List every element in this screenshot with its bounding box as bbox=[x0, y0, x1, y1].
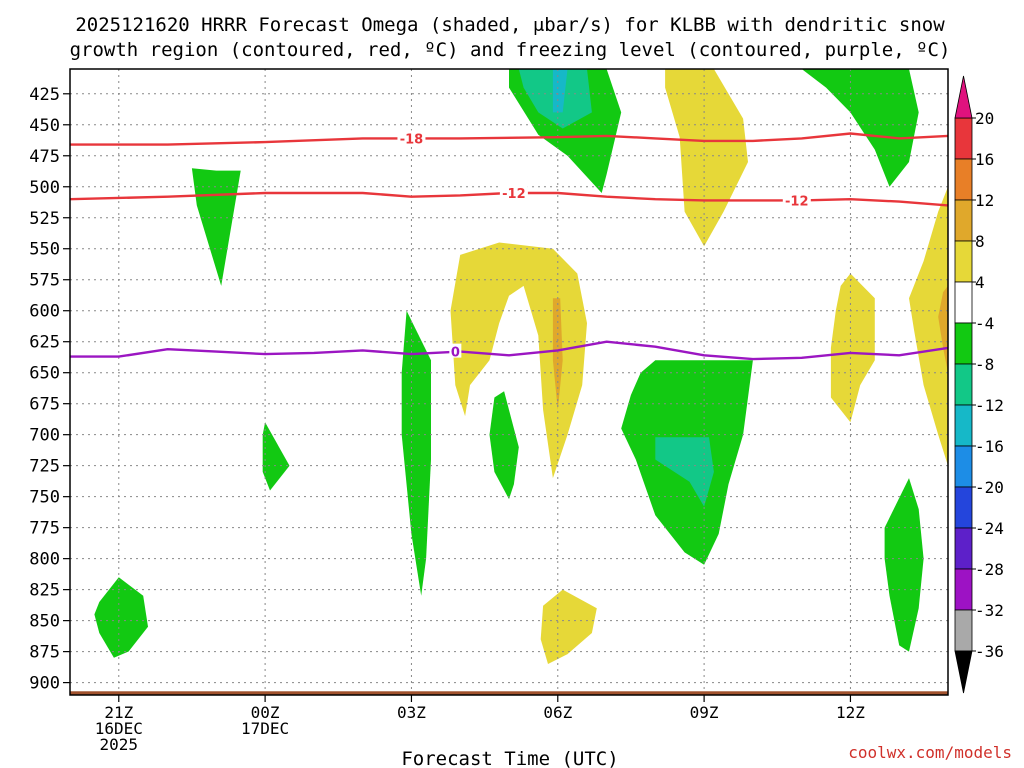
y-tick-label-625: 625 bbox=[29, 333, 60, 353]
colorbar-label--28: -28 bbox=[975, 560, 1004, 579]
colorbar-band-8-12 bbox=[954, 199, 973, 242]
isotherm-label--18: -18 bbox=[400, 132, 424, 147]
isotherm-label-bg--12-b bbox=[782, 192, 811, 207]
y-tick-label-900: 900 bbox=[29, 674, 60, 694]
isotherm-labels-layer: -18 -12 -12 0 bbox=[397, 130, 811, 361]
y-tick-label-575: 575 bbox=[29, 271, 60, 291]
isotherm-label-bg--18 bbox=[397, 130, 426, 145]
x-axis-label: Forecast Time (UTC) bbox=[401, 748, 618, 768]
colorbar-label-8: 8 bbox=[975, 232, 985, 251]
y-tick-label-475: 475 bbox=[29, 147, 60, 167]
y-tick-label-650: 650 bbox=[29, 364, 60, 384]
colorbar-band--8--4 bbox=[954, 322, 973, 365]
x-tick-label-21Z-1: 16DEC bbox=[95, 719, 143, 738]
colorbar-arrow-top bbox=[954, 75, 973, 119]
colorbar-arrow-bottom bbox=[954, 650, 973, 694]
credit-text: coolwx.com/models bbox=[848, 743, 1012, 762]
isotherm-line--12 bbox=[70, 191, 948, 207]
plot-frame bbox=[69, 68, 949, 696]
omega-region-orange-streak-mid bbox=[552, 298, 563, 410]
x-tick-label-03Z-0: 03Z bbox=[397, 703, 426, 722]
y-tick-label-750: 750 bbox=[29, 488, 60, 508]
x-tick-label-12Z-0: 12Z bbox=[836, 703, 865, 722]
colorbar-band--36--32 bbox=[954, 609, 973, 652]
colorbar-label--8: -8 bbox=[975, 355, 994, 374]
colorbar-band--12--8 bbox=[954, 363, 973, 406]
colorbar-label-16: 16 bbox=[975, 150, 994, 169]
colorbar-label-20: 20 bbox=[975, 109, 994, 128]
y-tick-label-450: 450 bbox=[29, 116, 60, 136]
omega-region-green-bottom-left bbox=[94, 577, 148, 658]
colorbar-label--24: -24 bbox=[975, 519, 1004, 538]
plot-area bbox=[70, 69, 948, 695]
isotherm-line--18 bbox=[70, 132, 948, 146]
y-tick-label-675: 675 bbox=[29, 395, 60, 415]
y-tick-label-875: 875 bbox=[29, 643, 60, 663]
colorbar-band--20--16 bbox=[954, 445, 973, 488]
y-tick-label-425: 425 bbox=[29, 85, 60, 105]
x-tick-label-06Z-0: 06Z bbox=[543, 703, 572, 722]
chart-title-line-1: 2025121620 HRRR Forecast Omega (shaded, … bbox=[75, 14, 945, 36]
omega-region-yellow-large-mid bbox=[450, 242, 587, 479]
colorbar-band--32--28 bbox=[954, 568, 973, 611]
isotherm-contours-layer bbox=[70, 132, 948, 361]
surface-ground-band bbox=[70, 691, 948, 695]
isotherm-label-bg-0 bbox=[449, 343, 462, 358]
omega-region-orange-right-edge bbox=[938, 285, 948, 373]
colorbar-band-16-20 bbox=[954, 117, 973, 160]
omega-shading-layer bbox=[94, 69, 948, 664]
colorbar-band--28--24 bbox=[954, 527, 973, 570]
x-tick-label-21Z-0: 21Z bbox=[104, 703, 133, 722]
y-tick-label-850: 850 bbox=[29, 612, 60, 632]
y-tick-label-775: 775 bbox=[29, 519, 60, 539]
omega-region-green-small-mid-left bbox=[191, 168, 241, 286]
colorbar-label--12: -12 bbox=[975, 396, 1004, 415]
omega-region-yellow-small-bottom bbox=[540, 589, 597, 664]
y-tick-label-700: 700 bbox=[29, 426, 60, 446]
colorbar-band--16--12 bbox=[954, 404, 973, 447]
omega-region-yellow-right-edge bbox=[909, 186, 948, 466]
colorbar-legend: 20 16 12 8 4 -4 -8 -12 -16 -20 -24 -28 -32 -36 bbox=[954, 75, 1004, 694]
y-tick-label-600: 600 bbox=[29, 302, 60, 322]
y-tick-label-500: 500 bbox=[29, 178, 60, 198]
isotherm-label-0: 0 bbox=[451, 346, 460, 361]
colorbar-label--16: -16 bbox=[975, 437, 1004, 456]
omega-region-green-thin-center bbox=[401, 310, 431, 596]
colorbar-band--4-4 bbox=[954, 281, 973, 324]
colorbar-label-12: 12 bbox=[975, 191, 994, 210]
x-tick-label-00Z-0: 00Z bbox=[251, 703, 280, 722]
y-axis-pressure: 425 450 475 500 525 550 575 600 625 650 675 700 725 7… bbox=[29, 85, 70, 694]
omega-region-green-bottom-right bbox=[884, 478, 924, 652]
chart-title-line-2: growth region (contoured, red, ºC) and f… bbox=[70, 39, 951, 61]
colorbar-label--4: -4 bbox=[975, 314, 994, 333]
isotherm-label--12: -12 bbox=[502, 187, 526, 202]
x-tick-label-09Z-0: 09Z bbox=[690, 703, 719, 722]
isotherm-label-bg--12 bbox=[499, 184, 528, 199]
y-tick-label-550: 550 bbox=[29, 240, 60, 260]
x-tick-label-00Z-1: 17DEC bbox=[241, 719, 289, 738]
y-tick-label-800: 800 bbox=[29, 550, 60, 570]
colorbar-label-4: 4 bbox=[975, 273, 985, 292]
colorbar-band--24--20 bbox=[954, 486, 973, 529]
isotherm-line-0 bbox=[70, 340, 948, 361]
isotherm-label--12-b: -12 bbox=[785, 194, 809, 209]
omega-region-yellow-plume-top bbox=[665, 69, 748, 247]
x-tick-label-21Z-2: 2025 bbox=[100, 735, 139, 754]
colorbar-band-4-8 bbox=[954, 240, 973, 283]
colorbar-band-12-16 bbox=[954, 158, 973, 201]
colorbar-label--36: -36 bbox=[975, 642, 1004, 661]
colorbar-label--20: -20 bbox=[975, 478, 1004, 497]
omega-region-green-plume-top-right bbox=[801, 69, 919, 187]
y-tick-label-825: 825 bbox=[29, 581, 60, 601]
colorbar-label--32: -32 bbox=[975, 601, 1004, 620]
omega-region-green-small-center bbox=[489, 391, 519, 500]
omega-region-green-small-left-mid bbox=[262, 422, 290, 491]
y-tick-label-725: 725 bbox=[29, 457, 60, 477]
omega-region-teal-core-lower-mid bbox=[655, 437, 714, 507]
omega-region-cyan-core-top-center bbox=[552, 69, 568, 113]
y-tick-label-525: 525 bbox=[29, 209, 60, 229]
